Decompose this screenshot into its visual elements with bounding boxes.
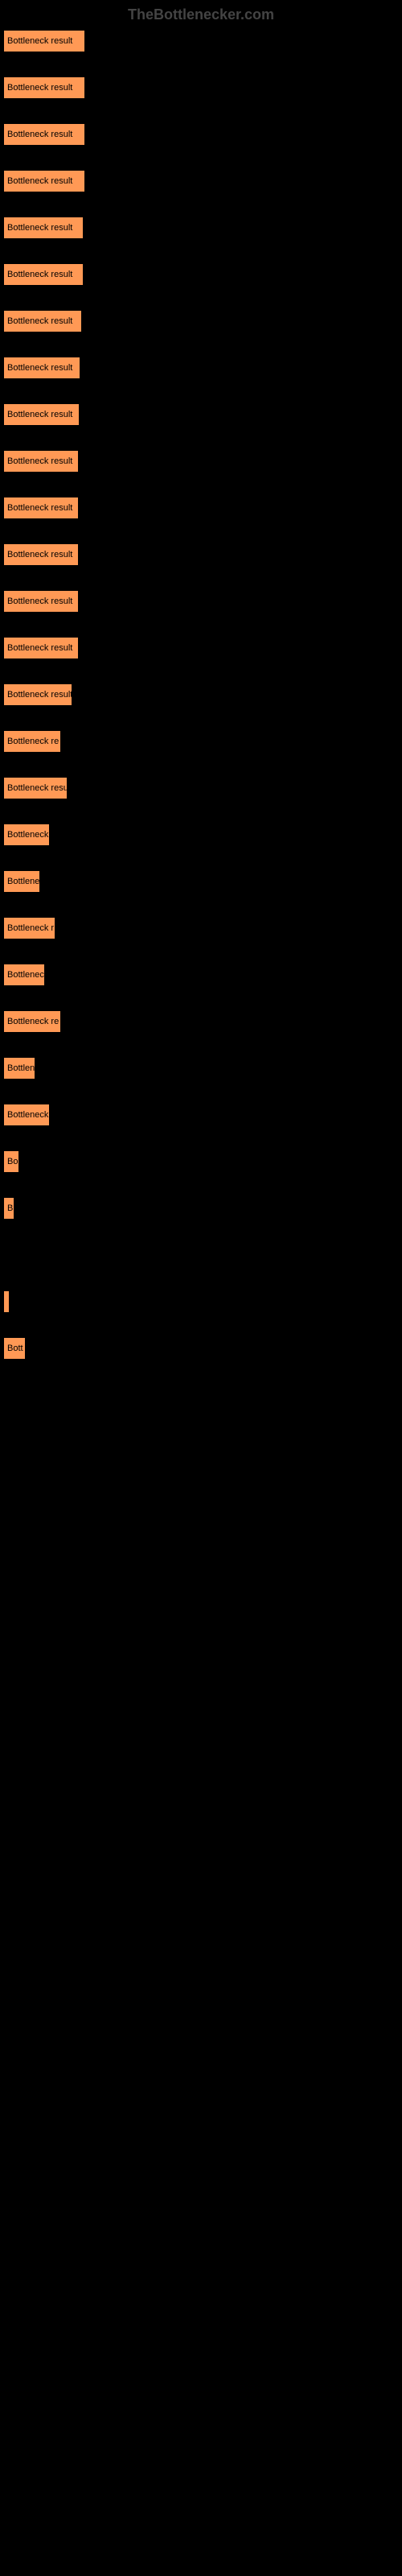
bar-row: Bottlenecl	[3, 964, 399, 986]
bar: Bottleneck result	[3, 637, 79, 659]
bar: Bottlene	[3, 870, 40, 893]
bar-row: Bottleneck result	[3, 683, 399, 706]
bar-row: Bottleneck result	[3, 76, 399, 99]
bar: Bottleneck result	[3, 30, 85, 52]
bar-row: Bottleneck re	[3, 730, 399, 753]
bar-row: Bottlen	[3, 1057, 399, 1080]
bar: Bottleneck result	[3, 450, 79, 473]
bar-row: Bottleneck result	[3, 263, 399, 286]
bar-row	[3, 1290, 399, 1313]
site-header: TheBottlenecker.com	[0, 0, 402, 30]
bar-row: Bottleneck result	[3, 357, 399, 379]
bar-row: Bottleneck	[3, 1104, 399, 1126]
bar: Bottleneck result	[3, 403, 80, 426]
bar-row: Bott	[3, 1337, 399, 1360]
bar-row: Bottleneck	[3, 824, 399, 846]
bar: Bottleneck r	[3, 917, 55, 939]
bar-row	[3, 1244, 399, 1266]
bar-row: Bottleneck result	[3, 637, 399, 659]
bar	[3, 1290, 10, 1313]
bar-row: Bottleneck result	[3, 217, 399, 239]
bar: Bottleneck re	[3, 1010, 61, 1033]
bar-chart: Bottleneck result Bottleneck result Bottle…	[0, 30, 402, 1360]
bar: Bottleneck result	[3, 590, 79, 613]
bar-row: Bottleneck result	[3, 497, 399, 519]
bar: Bottleneck result	[3, 123, 85, 146]
bar: Bottleneck resul	[3, 777, 68, 799]
bar-row: Bottleneck resul	[3, 777, 399, 799]
bar-row: Bottleneck result	[3, 590, 399, 613]
bar: Bottleneck	[3, 824, 50, 846]
bar-row: Bottlene	[3, 870, 399, 893]
bar-row: Bottleneck result	[3, 170, 399, 192]
bar: Bott	[3, 1337, 26, 1360]
bar-row: Bottleneck result	[3, 543, 399, 566]
bar-row: Bottleneck result	[3, 310, 399, 332]
bar-row: Bottleneck re	[3, 1010, 399, 1033]
bar: Bottleneck result	[3, 310, 82, 332]
bar-row: Bottleneck result	[3, 123, 399, 146]
bar: Bottleneck result	[3, 170, 85, 192]
bar: Bottleneck result	[3, 497, 79, 519]
bar-row: B	[3, 1197, 399, 1220]
bar-row: Bottleneck result	[3, 30, 399, 52]
bar: Bottleneck result	[3, 76, 85, 99]
bar: Bottleneck result	[3, 263, 84, 286]
bar-row: Bottleneck result	[3, 403, 399, 426]
bar: Bottleneck result	[3, 543, 79, 566]
bar: Bottleneck re	[3, 730, 61, 753]
bar: Bottlenecl	[3, 964, 45, 986]
bar: Bottleneck result	[3, 683, 72, 706]
bar: Bottleneck result	[3, 217, 84, 239]
bar-row: Bo	[3, 1150, 399, 1173]
bar-row: Bottleneck result	[3, 450, 399, 473]
bar: B	[3, 1197, 14, 1220]
bar: Bottleneck result	[3, 357, 80, 379]
bar: Bottleneck	[3, 1104, 50, 1126]
bar: Bo	[3, 1150, 19, 1173]
bar: Bottlen	[3, 1057, 35, 1080]
bar-row: Bottleneck r	[3, 917, 399, 939]
